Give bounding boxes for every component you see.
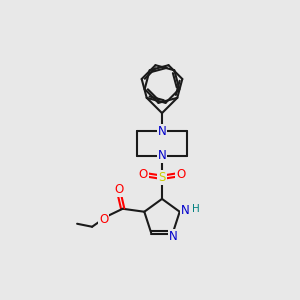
Text: H: H (192, 204, 200, 214)
Text: N: N (158, 124, 166, 138)
Text: O: O (176, 168, 185, 182)
Text: O: O (114, 183, 123, 196)
Text: O: O (139, 168, 148, 182)
Text: N: N (181, 204, 190, 217)
Text: O: O (99, 213, 108, 226)
Text: N: N (169, 230, 177, 243)
Text: S: S (158, 171, 166, 184)
Text: N: N (158, 149, 166, 162)
